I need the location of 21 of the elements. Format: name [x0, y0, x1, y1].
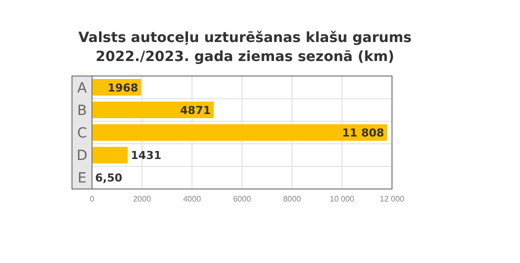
x-tick-label: 10 000 [330, 194, 355, 204]
x-tick-label: 0 [90, 194, 95, 204]
data-label: 4871 [180, 104, 211, 117]
x-tick-label: 2000 [133, 194, 152, 204]
y-tick-label: E [78, 170, 86, 187]
x-tick-label: 12 000 [380, 194, 405, 204]
data-label: 1968 [108, 81, 138, 94]
bar [92, 102, 214, 118]
y-tick-label: D [76, 148, 88, 164]
y-tick-label: B [77, 102, 87, 119]
chart-title: Valsts autoceļu uzturēšanas klašu garums 2022./2023. gada ziemas sezonā (km) [78, 30, 412, 65]
y-tick-label: C [77, 126, 88, 142]
x-tick-label: 4000 [183, 194, 202, 204]
bar [92, 124, 388, 141]
x-tick-label: 6000 [233, 194, 252, 204]
bar [92, 146, 128, 164]
y-tick-label: A [77, 80, 88, 96]
data-label: 11 808 [342, 126, 384, 140]
data-label: 6,50 [95, 172, 123, 185]
data-label: 1431 [130, 149, 162, 162]
x-tick-label: 8000 [283, 194, 302, 204]
